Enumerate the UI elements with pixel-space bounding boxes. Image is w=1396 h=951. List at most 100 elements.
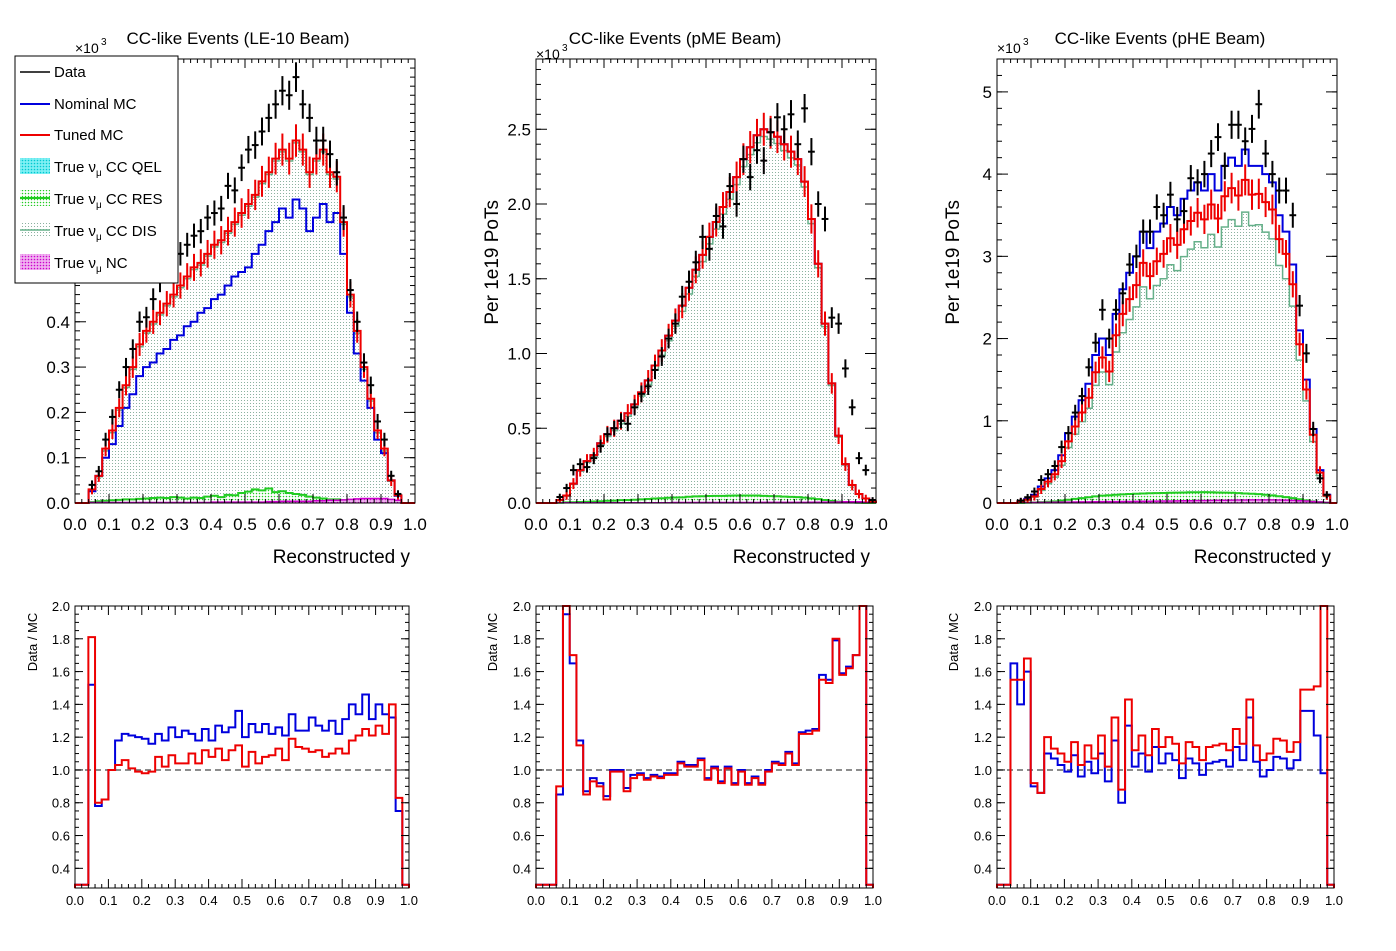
legend-label-dis-tail: CC DIS (102, 223, 157, 240)
multiplier-base: ×10 (536, 46, 560, 62)
y-axis-label: Per 1e19 PoTs (943, 200, 964, 325)
ratio-plot: 0.4 0.6 0.8 1.0 1.2 1.4 1.6 1.8 2.0 0.0 0.1 0.2 0.3 0… (513, 599, 882, 908)
series-tuned-line (536, 128, 877, 504)
y-axis-label: Per 1e19 PoTs (482, 200, 503, 325)
data-point (692, 250, 700, 274)
data-point (774, 103, 781, 132)
x-tick-label: 0.1 (97, 515, 121, 534)
y-tick-label: 0.8 (974, 796, 992, 811)
x-tick-label: 0.3 (165, 515, 189, 534)
panel-phe: CC-like Events (pHE Beam) ×10 3 Per 1e19 … (943, 29, 1349, 908)
x-axis-label: Reconstructed y (273, 547, 411, 568)
y-tick-label: 1.8 (974, 632, 992, 647)
legend-label-data: Data (54, 64, 86, 81)
data-point (1221, 152, 1229, 180)
data-point (360, 353, 368, 372)
data-point (217, 195, 225, 222)
x-tick-label: 0.0 (527, 893, 545, 908)
data-point (1228, 110, 1235, 139)
legend-label-nc: True νμ NC (54, 255, 128, 275)
y-tick-label: 1.2 (52, 730, 70, 745)
x-tick-label: 0.9 (830, 893, 848, 908)
data-point (353, 311, 361, 333)
x-tick-label: 0.2 (592, 515, 616, 534)
legend-entry-qel: True νμ CC QEL (20, 158, 162, 179)
data-point (129, 339, 137, 359)
legend-label-dis: True νμ CC DIS (54, 223, 157, 243)
legend-entry-nominal: Nominal MC (20, 96, 137, 113)
legend-entry-res: True νμ CC RES (20, 190, 163, 211)
data-point (1235, 110, 1242, 139)
x-tick-label: 0.2 (133, 893, 151, 908)
x-tick-label: 0.8 (335, 515, 359, 534)
y-tick-label: 0.2 (46, 403, 70, 422)
data-point (787, 100, 795, 129)
data-point (699, 224, 706, 249)
main-plot: 0 1 2 3 4 5 0.0 0.1 0.2 0.3 0.4 0.5 0.6 0.7 0.8 0.9 1.0 (983, 58, 1349, 534)
x-tick-label: 0.2 (1055, 893, 1073, 908)
multiplier: ×10 3 (75, 37, 107, 56)
y-tick-label: 0.4 (513, 861, 531, 876)
x-tick-label: 0.7 (762, 515, 786, 534)
x-tick-label: 0.2 (594, 893, 612, 908)
y-tick-label: 0.5 (507, 419, 531, 438)
data-point (563, 483, 570, 493)
y-tick-label: 1.0 (513, 763, 531, 778)
data-point (767, 118, 774, 147)
ratio-y-label: Data / MC (946, 613, 961, 672)
x-tick-label: 0.0 (63, 515, 87, 534)
x-tick-label: 0.1 (1022, 893, 1040, 908)
data-point (224, 172, 232, 199)
data-point (597, 439, 604, 453)
x-tick-label: 1.0 (400, 893, 418, 908)
x-tick-label: 0.3 (1089, 893, 1107, 908)
y-tick-label: 0.3 (46, 358, 70, 377)
ratio-y-label: Data / MC (485, 613, 500, 672)
x-tick-label: 0.9 (1291, 515, 1315, 534)
panel-title: CC-like Events (pHE Beam) (1055, 29, 1266, 48)
legend-label-tuned: Tuned MC (54, 127, 124, 144)
data-point (719, 214, 727, 239)
data-point (638, 385, 645, 403)
data-point (1201, 160, 1208, 188)
x-tick-label: 0.9 (1291, 893, 1309, 908)
data-point (1167, 181, 1174, 208)
data-point (211, 200, 218, 226)
y-tick-label: 1.4 (974, 697, 992, 712)
data-point (855, 452, 863, 465)
x-tick-label: 0.8 (1257, 515, 1281, 534)
multiplier-exp: 3 (1023, 37, 1029, 48)
data-point (258, 117, 266, 146)
legend-label-qel-sub: μ (96, 168, 102, 179)
data-point (1194, 169, 1201, 196)
data-point (1173, 206, 1181, 232)
data-point (1262, 139, 1269, 168)
data-point (624, 416, 632, 432)
data-point (590, 452, 598, 465)
panel-title: CC-like Events (pME Beam) (569, 29, 782, 48)
data-point (1160, 202, 1167, 228)
legend-label-qel: True νμ CC QEL (54, 159, 162, 179)
multiplier: ×10 3 (536, 43, 568, 62)
legend-entry-dis: True νμ CC DIS (20, 222, 157, 243)
data-point (1214, 123, 1222, 151)
x-tick-label: 0.1 (99, 893, 117, 908)
legend-label-dis-sub: μ (96, 232, 102, 243)
data-point (1241, 127, 1249, 156)
multiplier-base: ×10 (75, 40, 99, 56)
data-point (122, 357, 130, 377)
data-point (285, 80, 293, 110)
legend-label-nc-sub: μ (96, 264, 102, 275)
x-tick-label: 0.4 (662, 893, 680, 908)
x-tick-label: 1.0 (1325, 515, 1349, 534)
data-point (862, 464, 870, 476)
data-point (326, 140, 334, 168)
data-point (381, 432, 388, 447)
y-tick-label: 1.4 (513, 697, 531, 712)
data-point (1105, 328, 1113, 349)
x-tick-label: 1.0 (864, 515, 888, 534)
data-point (1133, 244, 1140, 269)
data-point (814, 191, 822, 217)
data-point (617, 413, 625, 429)
x-tick-label: 0.8 (796, 515, 820, 534)
